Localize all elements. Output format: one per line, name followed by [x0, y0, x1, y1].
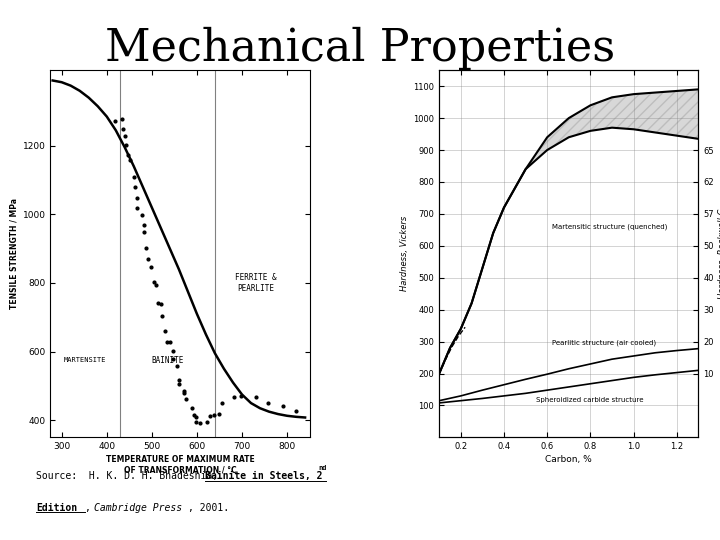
Point — [290, 407, 302, 415]
Point — [109, 117, 121, 126]
Point — [138, 227, 150, 236]
Text: nd: nd — [319, 465, 327, 471]
Point — [150, 281, 162, 289]
Point — [128, 173, 140, 181]
Text: Spheroidized carbide structure: Spheroidized carbide structure — [536, 397, 644, 403]
Y-axis label: Hardness, Vickers: Hardness, Vickers — [400, 216, 409, 292]
Point — [152, 299, 163, 307]
Point — [138, 221, 150, 230]
Point — [186, 403, 197, 412]
Text: Edition: Edition — [36, 503, 77, 513]
Text: , 2001.: , 2001. — [189, 503, 230, 513]
X-axis label: Carbon, %: Carbon, % — [546, 455, 592, 464]
Point — [120, 132, 131, 140]
Text: Mechanical Properties: Mechanical Properties — [105, 27, 615, 70]
Point — [164, 338, 176, 347]
Point — [167, 347, 179, 355]
Point — [130, 183, 141, 191]
Point — [214, 409, 225, 418]
Point — [168, 355, 179, 363]
Text: BAINITE: BAINITE — [151, 356, 184, 364]
Point — [117, 125, 129, 133]
Point — [174, 376, 185, 384]
Point — [156, 312, 168, 321]
Text: Martensitic structure (quenched): Martensitic structure (quenched) — [552, 224, 667, 230]
Point — [217, 399, 228, 407]
Point — [178, 388, 189, 397]
Point — [145, 263, 157, 272]
Point — [229, 393, 240, 401]
Text: ,: , — [85, 503, 97, 513]
Point — [132, 194, 143, 202]
Point — [263, 399, 274, 408]
Point — [189, 411, 200, 420]
Point — [208, 411, 220, 420]
Point — [190, 413, 202, 421]
Y-axis label: TENSILE STRENGTH / MPa: TENSILE STRENGTH / MPa — [9, 198, 19, 309]
Point — [122, 151, 134, 159]
Text: Bainite in Steels, 2: Bainite in Steels, 2 — [205, 471, 323, 482]
Point — [201, 418, 212, 427]
Point — [181, 395, 192, 403]
Point — [131, 203, 143, 212]
Point — [204, 412, 216, 421]
Text: FERRITE &
PEARLITE: FERRITE & PEARLITE — [235, 273, 276, 293]
Text: MARTENSITE: MARTENSITE — [64, 357, 107, 363]
Point — [116, 114, 127, 123]
Point — [251, 393, 262, 401]
Point — [148, 277, 160, 286]
Point — [277, 402, 289, 410]
Point — [174, 380, 185, 388]
Point — [235, 392, 247, 400]
Point — [190, 418, 202, 427]
Text: Pearlitic structure (air cooled): Pearlitic structure (air cooled) — [552, 340, 656, 347]
Point — [140, 244, 152, 253]
Point — [171, 362, 182, 370]
Point — [124, 156, 135, 165]
Point — [156, 299, 167, 308]
Y-axis label: Hardness, Rockwell C: Hardness, Rockwell C — [718, 208, 720, 299]
Point — [159, 327, 171, 336]
Point — [179, 387, 190, 395]
X-axis label: TEMPERATURE OF MAXIMUM RATE
OF TRANSFORMATION / °C: TEMPERATURE OF MAXIMUM RATE OF TRANSFORM… — [106, 455, 254, 475]
Point — [161, 338, 173, 347]
Point — [194, 418, 206, 427]
Text: Source:  H. K. D. H. Bhadeshia,: Source: H. K. D. H. Bhadeshia, — [36, 471, 224, 482]
Point — [137, 211, 148, 220]
Point — [120, 141, 132, 150]
Text: Cambridge Press: Cambridge Press — [94, 503, 183, 513]
Point — [143, 255, 154, 264]
